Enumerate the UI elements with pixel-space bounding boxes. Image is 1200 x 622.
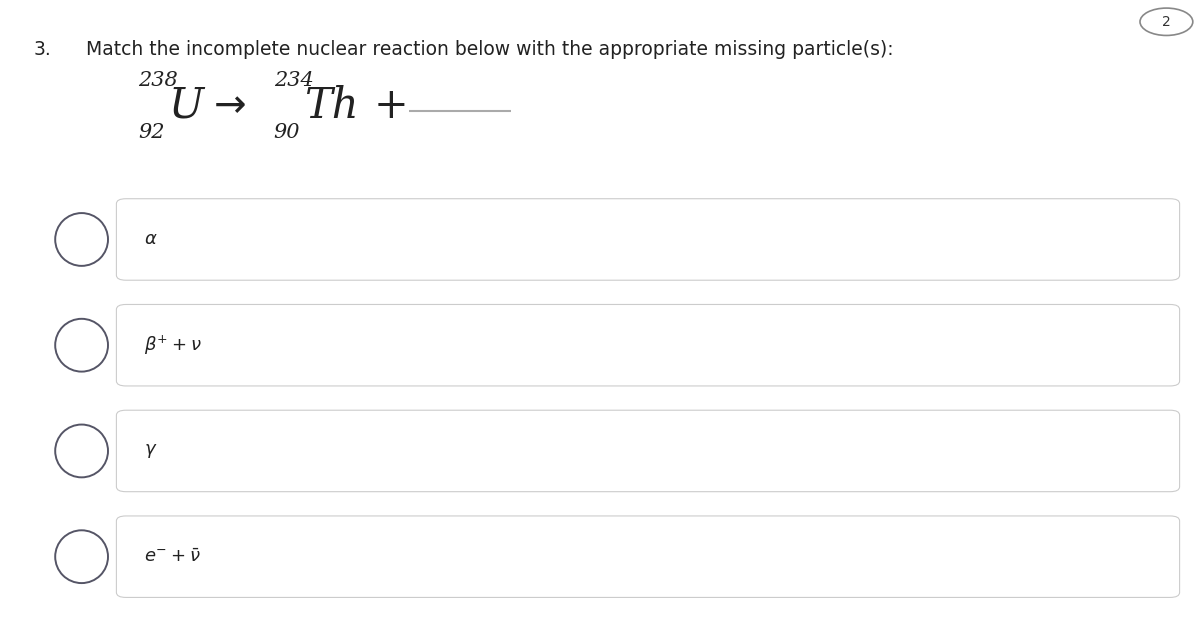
Text: Match the incomplete nuclear reaction below with the appropriate missing particl: Match the incomplete nuclear reaction be…: [86, 40, 894, 60]
Text: 234: 234: [274, 71, 313, 90]
Text: 3.: 3.: [34, 40, 52, 60]
Text: 90: 90: [274, 123, 300, 142]
Text: 92: 92: [138, 123, 164, 142]
Text: →: →: [214, 87, 246, 126]
Text: 238: 238: [138, 71, 178, 90]
Text: 2: 2: [1162, 15, 1171, 29]
Text: U: U: [168, 85, 203, 127]
Text: $\beta^{+} + \nu$: $\beta^{+} + \nu$: [144, 333, 202, 357]
Text: $\gamma$: $\gamma$: [144, 442, 157, 460]
Text: $\alpha$: $\alpha$: [144, 231, 157, 248]
Text: Th: Th: [304, 85, 358, 127]
Text: +: +: [373, 85, 408, 127]
Text: $e^{-} + \bar{\nu}$: $e^{-} + \bar{\nu}$: [144, 548, 200, 565]
